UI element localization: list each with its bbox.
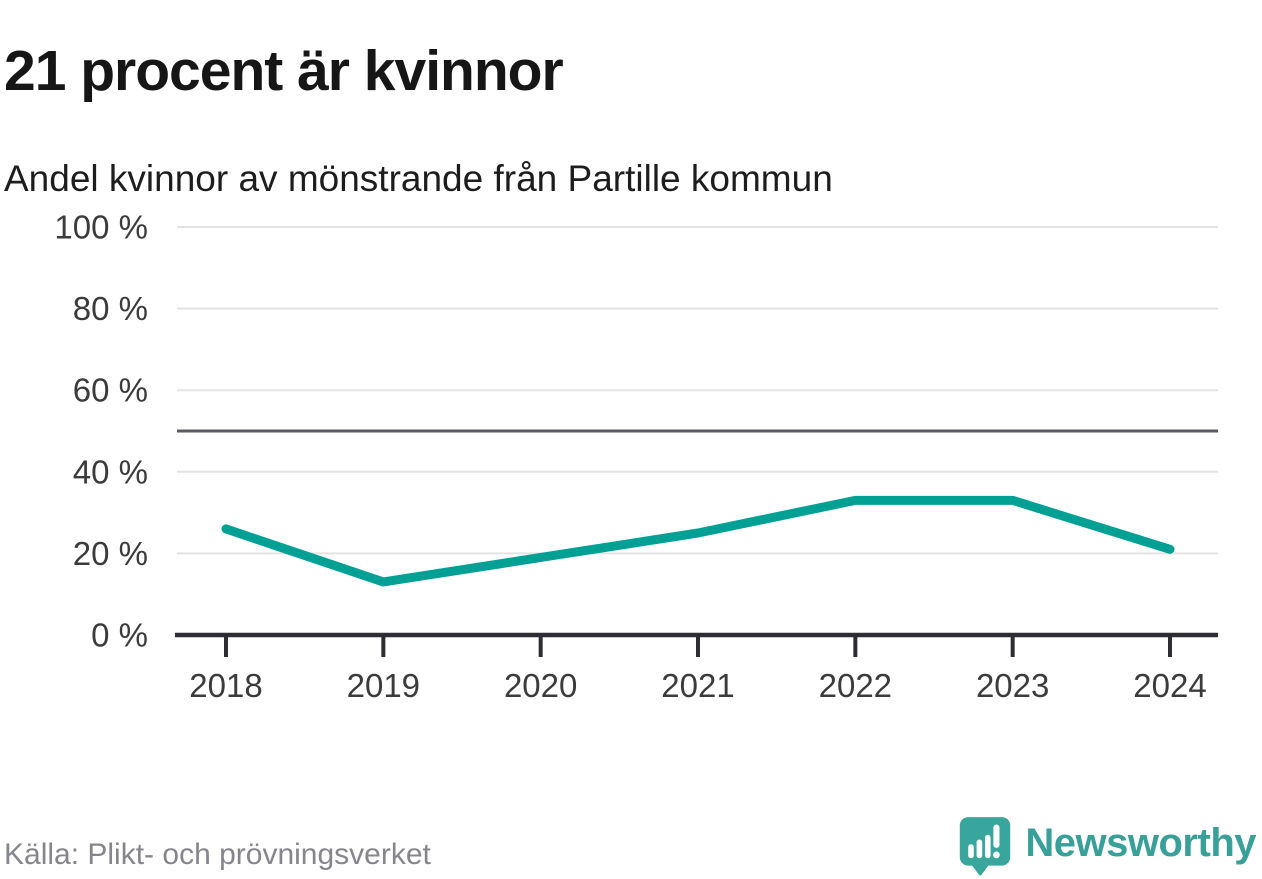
y-axis-label: 80 % xyxy=(73,290,148,327)
x-axis-label: 2023 xyxy=(976,667,1049,704)
x-axis-label: 2020 xyxy=(504,667,577,704)
source-note: Källa: Plikt- och prövningsverket xyxy=(4,838,431,871)
bar-medium xyxy=(976,839,983,859)
exclamation-dot xyxy=(993,851,1001,859)
newsworthy-logo: Newsworthy xyxy=(957,815,1256,877)
bar-small xyxy=(968,844,975,859)
newsworthy-logo-icon xyxy=(960,817,1011,876)
chart-subtitle: Andel kvinnor av mönstrande från Partill… xyxy=(4,158,833,199)
y-axis-label: 100 % xyxy=(54,209,148,246)
data-line-andel-kvinnor xyxy=(221,495,1175,587)
y-axis-label: 0 % xyxy=(91,617,148,654)
exclamation-bar xyxy=(993,824,1000,848)
chart-title: 21 procent är kvinnor xyxy=(4,39,564,104)
x-axis-label: 2021 xyxy=(661,667,734,704)
x-axis-label: 2024 xyxy=(1133,667,1206,704)
x-axis-label: 2019 xyxy=(347,667,420,704)
y-axis-label: 40 % xyxy=(73,453,148,490)
x-axis-label: 2018 xyxy=(189,667,262,704)
y-axis-label: 20 % xyxy=(73,535,148,572)
y-axis-label: 60 % xyxy=(73,372,148,409)
x-axis-label: 2022 xyxy=(819,667,892,704)
bar-large xyxy=(985,834,991,859)
newsworthy-wordmark: Newsworthy xyxy=(1025,821,1256,865)
